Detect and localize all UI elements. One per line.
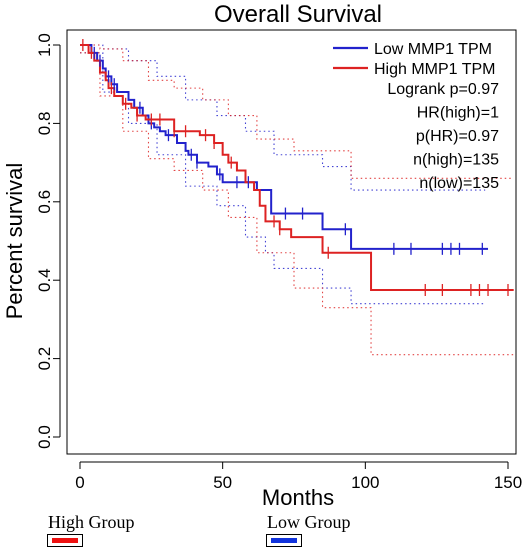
y-tick-label-1.0: 1.0 bbox=[35, 33, 54, 57]
plot-frame bbox=[66, 29, 517, 455]
legend-label-high-mmp1-tpm: High MMP1 TPM bbox=[374, 61, 496, 78]
stat-text: n(high)=135 bbox=[413, 152, 499, 169]
x-tick-label-50: 50 bbox=[213, 473, 232, 492]
high-group-label: High Group bbox=[48, 512, 135, 532]
y-axis-label: Percent survival bbox=[2, 163, 27, 320]
axes: 0 50 100 150 0.0 0.2 0.4 0.6 0.8 1.0 bbox=[35, 33, 522, 492]
y-tick-label-0.4: 0.4 bbox=[35, 268, 54, 292]
stat-text: n(low)=135 bbox=[419, 175, 499, 192]
ci-upper-low-mmp1-tpm bbox=[80, 44, 486, 191]
y-tick-label-0.2: 0.2 bbox=[35, 347, 54, 371]
high-group-swatch-fill bbox=[52, 538, 78, 543]
y-tick-label-0.0: 0.0 bbox=[35, 425, 54, 449]
censor-marks bbox=[82, 39, 509, 296]
ci-upper-high-mmp1-tpm bbox=[80, 44, 514, 179]
ci-lower-high-mmp1-tpm bbox=[80, 52, 514, 356]
high-group-swatch bbox=[47, 534, 83, 547]
x-axis-label: Months bbox=[262, 485, 334, 510]
stat-text: p(HR)=0.97 bbox=[416, 128, 499, 145]
x-tick-label-0: 0 bbox=[75, 473, 84, 492]
stat-text: Logrank p=0.97 bbox=[387, 81, 499, 98]
low-group-swatch bbox=[266, 534, 302, 547]
stat-text: HR(high)=1 bbox=[417, 105, 499, 122]
x-tick-label-100: 100 bbox=[351, 473, 379, 492]
low-group-swatch-fill bbox=[271, 538, 297, 543]
legend: Low MMP1 TPM High MMP1 TPM bbox=[333, 41, 496, 78]
low-group-label: Low Group bbox=[267, 512, 351, 532]
survival-curve-low-mmp1-tpm bbox=[80, 44, 489, 250]
confidence-intervals bbox=[80, 44, 514, 356]
series-lines bbox=[80, 44, 514, 291]
legend-label-low-mmp1-tpm: Low MMP1 TPM bbox=[374, 41, 492, 58]
x-tick-label-150: 150 bbox=[494, 473, 522, 492]
stats-annotations: Logrank p=0.97 HR(high)=1 p(HR)=0.97 n(high… bbox=[387, 81, 499, 192]
chart-title: Overall Survival bbox=[214, 1, 382, 28]
survival-curve-high-mmp1-tpm bbox=[80, 44, 514, 291]
y-tick-label-0.6: 0.6 bbox=[35, 190, 54, 214]
y-tick-label-0.8: 0.8 bbox=[35, 112, 54, 136]
